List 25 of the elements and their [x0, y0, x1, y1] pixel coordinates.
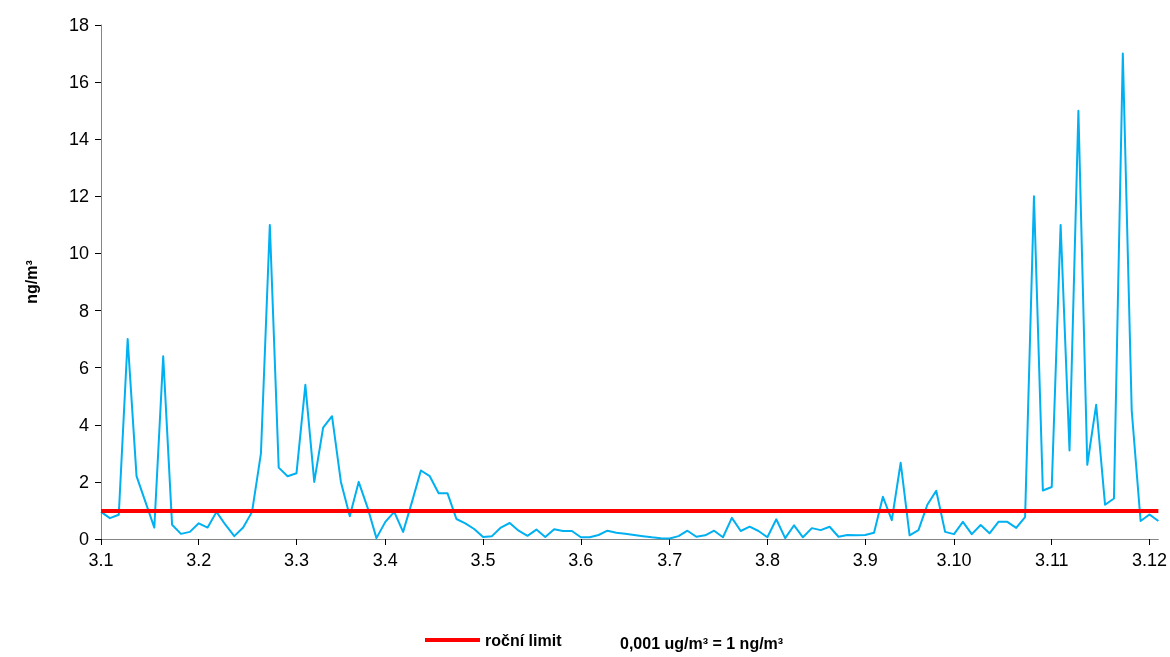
y-tick-label: 6	[78, 357, 89, 378]
y-tick-label: 8	[78, 300, 89, 321]
x-tick-label: 3.7	[657, 550, 683, 570]
y-tick-label: 10	[68, 243, 89, 264]
x-tick-label: 3.4	[372, 550, 398, 570]
y-tick-label: 18	[68, 15, 89, 35]
x-tick-label: 3.3	[283, 550, 309, 570]
x-tick-label: 3.12	[1131, 550, 1168, 570]
x-tick-label: 3.2	[186, 550, 212, 570]
y-tick-label: 12	[68, 186, 89, 207]
y-tick-label: 0	[78, 529, 89, 549]
legend-label: roční limit	[485, 631, 563, 649]
x-tick-label: 3.8	[754, 550, 780, 570]
y-tick-label: 2	[78, 471, 89, 492]
x-tick-label: 3.5	[470, 550, 496, 570]
y-tick-label: 16	[68, 72, 89, 93]
text: 0,001 ug/m³ = 1 ng/m³	[620, 634, 784, 652]
x-tick-label: 3.11	[1034, 550, 1069, 570]
x-tick-label: 3.1	[88, 550, 114, 570]
y-tick-label: 4	[78, 414, 89, 435]
x-tick-label: 3.6	[568, 550, 594, 570]
y-tick-label: 14	[68, 129, 89, 150]
x-tick-label: 3.9	[852, 550, 878, 570]
x-tick-label: 3.10	[936, 550, 972, 570]
y-axis-title: ng/m³	[22, 260, 40, 304]
